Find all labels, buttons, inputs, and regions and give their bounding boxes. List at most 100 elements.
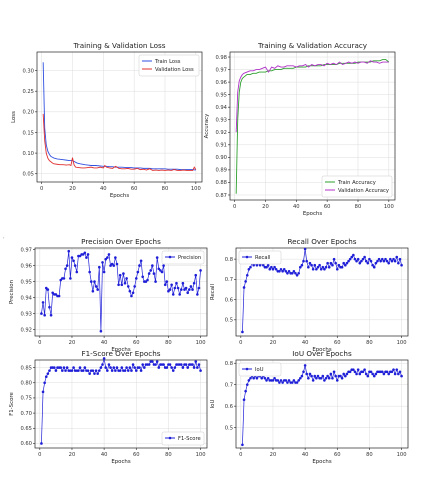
data-point bbox=[162, 264, 165, 267]
data-point bbox=[323, 267, 326, 271]
y-tick-label: 0.92 bbox=[215, 130, 227, 136]
data-point bbox=[310, 263, 313, 267]
data-point bbox=[94, 369, 98, 372]
data-point bbox=[106, 256, 109, 259]
data-point bbox=[178, 293, 181, 296]
data-point bbox=[183, 288, 186, 291]
y-tick-label: 0.95 bbox=[20, 279, 32, 285]
x-tick-label: 20 bbox=[69, 340, 76, 346]
data-point bbox=[46, 288, 50, 291]
data-point bbox=[168, 288, 172, 291]
data-point bbox=[81, 253, 85, 256]
data-point bbox=[157, 267, 161, 271]
y-tick-label: 0.90 bbox=[215, 155, 227, 161]
legend-marker bbox=[245, 255, 249, 259]
data-point bbox=[138, 264, 141, 267]
data-point bbox=[110, 369, 114, 372]
data-point bbox=[146, 278, 149, 282]
data-point bbox=[107, 363, 111, 366]
data-point bbox=[245, 383, 249, 386]
data-point bbox=[99, 329, 103, 333]
data-point bbox=[327, 265, 331, 269]
data-point bbox=[287, 379, 291, 382]
data-point bbox=[197, 286, 201, 290]
data-point bbox=[316, 265, 320, 269]
data-point bbox=[252, 263, 255, 267]
data-point bbox=[126, 285, 130, 288]
x-tick-label: 20 bbox=[262, 204, 269, 210]
data-point bbox=[44, 286, 48, 290]
x-tick-label: 40 bbox=[302, 452, 309, 458]
data-point bbox=[363, 368, 366, 371]
data-point bbox=[118, 273, 122, 277]
data-point bbox=[139, 369, 143, 372]
data-point bbox=[54, 369, 58, 372]
data-point bbox=[75, 270, 79, 274]
data-point bbox=[377, 257, 381, 261]
data-point bbox=[70, 369, 74, 372]
data-point bbox=[281, 381, 284, 384]
data-point bbox=[287, 269, 291, 273]
data-point bbox=[387, 372, 391, 376]
data-point bbox=[162, 363, 165, 366]
x-tick-label: 40 bbox=[293, 204, 300, 210]
data-point bbox=[385, 370, 389, 374]
data-point bbox=[329, 261, 333, 265]
data-point bbox=[88, 270, 91, 274]
data-point bbox=[265, 265, 268, 269]
data-point bbox=[290, 381, 294, 384]
data-point bbox=[355, 259, 358, 263]
legend: F1-Score bbox=[161, 431, 205, 446]
data-point bbox=[120, 283, 124, 287]
data-point bbox=[245, 274, 249, 277]
data-point bbox=[196, 293, 199, 296]
data-point bbox=[96, 372, 99, 375]
data-point bbox=[331, 263, 334, 267]
data-point bbox=[46, 372, 50, 375]
plot-frame bbox=[235, 247, 409, 337]
y-tick-label: 0.6 bbox=[225, 297, 233, 303]
data-point bbox=[59, 278, 63, 282]
data-point bbox=[249, 376, 252, 380]
data-point bbox=[171, 369, 175, 372]
data-point bbox=[196, 366, 199, 369]
data-point bbox=[353, 370, 357, 374]
data-point bbox=[345, 372, 349, 376]
data-point bbox=[397, 372, 400, 376]
y-tick-label: 0.8 bbox=[225, 361, 233, 367]
data-point bbox=[138, 366, 141, 369]
data-point bbox=[168, 363, 172, 366]
data-point bbox=[72, 259, 75, 263]
data-point bbox=[126, 369, 130, 372]
data-point bbox=[96, 288, 99, 291]
legend: Train Accuracy Validation Accuracy bbox=[321, 175, 393, 198]
data-point bbox=[241, 330, 244, 334]
data-point bbox=[186, 291, 190, 295]
y-tick-label: 0.94 bbox=[20, 295, 32, 301]
data-point bbox=[107, 253, 111, 256]
data-point bbox=[59, 366, 63, 369]
data-point bbox=[97, 265, 101, 269]
data-point bbox=[358, 261, 362, 265]
data-point bbox=[94, 285, 98, 288]
data-point bbox=[91, 369, 95, 372]
data-point bbox=[144, 280, 148, 283]
data-point bbox=[155, 360, 159, 363]
data-point bbox=[43, 313, 46, 317]
data-point bbox=[109, 366, 112, 369]
data-point bbox=[128, 289, 132, 293]
data-point bbox=[266, 376, 270, 380]
y-tick-label: 0.25 bbox=[22, 89, 34, 95]
data-point bbox=[270, 265, 273, 269]
data-point bbox=[62, 366, 66, 369]
data-point bbox=[347, 259, 350, 263]
data-point bbox=[70, 256, 74, 259]
legend: Precision bbox=[161, 250, 205, 265]
data-point bbox=[262, 263, 265, 267]
x-tick-label: 80 bbox=[366, 340, 373, 346]
y-tick-label: 0.05 bbox=[22, 172, 34, 178]
data-point bbox=[189, 285, 193, 288]
data-point bbox=[290, 271, 294, 275]
chart-f1: 0 20 40 60 80 100 0.60 0.65 0.70 0.75 0.80 0.85 F1-S… bbox=[9, 349, 208, 465]
